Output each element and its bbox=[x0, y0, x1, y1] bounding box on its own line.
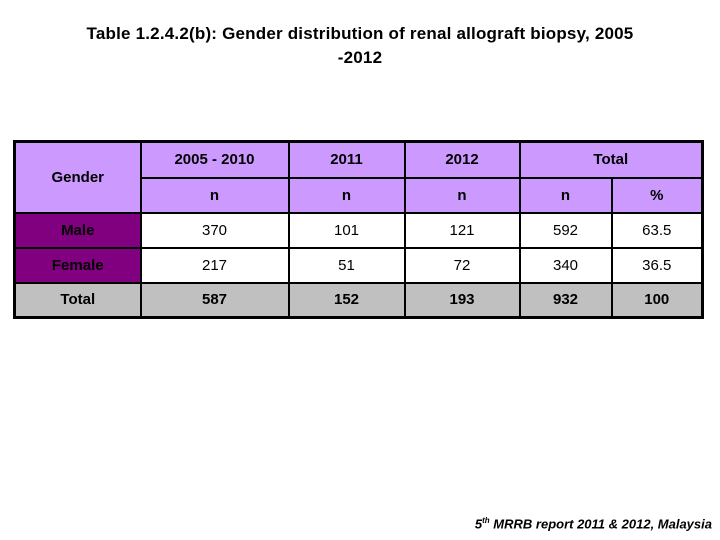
cell-male-total-n: 592 bbox=[518, 211, 613, 249]
column-header-total: Total bbox=[518, 140, 704, 179]
table-header-row-years: Gender 2005 - 2010 2011 2012 Total bbox=[13, 140, 704, 214]
table-header-row-units: n n n n % bbox=[15, 176, 704, 214]
column-header-2012: 2012 bbox=[403, 140, 521, 179]
gender-distribution-table: Gender 2005 - 2010 2011 2012 Total n n n… bbox=[13, 140, 704, 319]
cell-female-2005-2010-n: 217 bbox=[139, 246, 290, 284]
cell-female-total-percent: 36.5 bbox=[610, 246, 704, 284]
row-label-male: Male bbox=[13, 211, 142, 249]
cell-male-2012-n: 121 bbox=[403, 211, 521, 249]
cell-female-2011-n: 51 bbox=[287, 246, 406, 284]
footer-superscript: th bbox=[482, 516, 490, 525]
row-label-female: Female bbox=[13, 246, 142, 284]
slide-title: Table 1.2.4.2(b): Gender distribution of… bbox=[0, 22, 720, 70]
unit-header-percent: % bbox=[610, 176, 704, 214]
cell-total-2012-n: 193 bbox=[403, 281, 521, 319]
cell-male-2011-n: 101 bbox=[287, 211, 406, 249]
unit-header-n-2012: n bbox=[403, 176, 521, 214]
slide-footer: 5th MRRB report 2011 & 2012, Malaysia bbox=[475, 516, 712, 531]
cell-total-total-percent: 100 bbox=[610, 281, 704, 319]
column-header-2011: 2011 bbox=[287, 140, 406, 179]
cell-total-total-n: 932 bbox=[518, 281, 613, 319]
column-header-gender: Gender bbox=[13, 140, 142, 214]
slide-title-line-2: -2012 bbox=[337, 48, 383, 67]
cell-total-2005-2010-n: 587 bbox=[139, 281, 290, 319]
unit-header-n-total: n bbox=[518, 176, 613, 214]
cell-male-total-percent: 63.5 bbox=[610, 211, 704, 249]
footer-text: MRRB report 2011 & 2012, Malaysia bbox=[489, 516, 712, 532]
slide-title-line-1: Table 1.2.4.2(b): Gender distribution of… bbox=[86, 24, 634, 43]
unit-header-n-2005-2010: n bbox=[139, 176, 290, 214]
cell-total-2011-n: 152 bbox=[287, 281, 406, 319]
table-row-total: Total 587 152 193 932 100 bbox=[13, 281, 704, 319]
cell-female-2012-n: 72 bbox=[403, 246, 521, 284]
row-label-total: Total bbox=[13, 281, 142, 319]
footer-number: 5 bbox=[474, 516, 483, 532]
table-row-male: Male 370 101 121 592 63.5 bbox=[13, 211, 704, 249]
unit-header-n-2011: n bbox=[287, 176, 406, 214]
cell-male-2005-2010-n: 370 bbox=[139, 211, 290, 249]
cell-female-total-n: 340 bbox=[518, 246, 613, 284]
column-header-2005-2010: 2005 - 2010 bbox=[139, 140, 290, 179]
table-row-female: Female 217 51 72 340 36.5 bbox=[13, 246, 704, 284]
